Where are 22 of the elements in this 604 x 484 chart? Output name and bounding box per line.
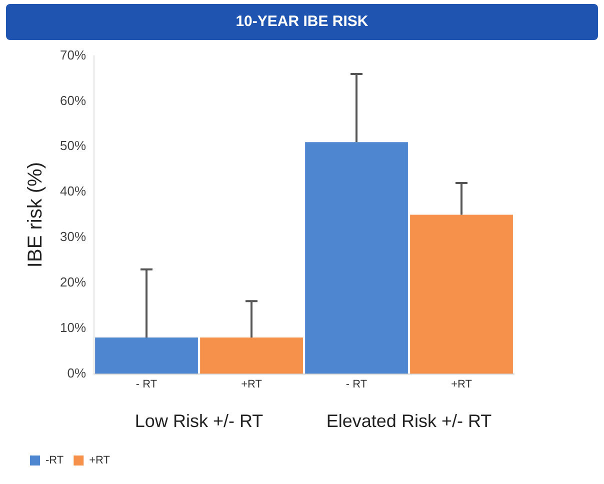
x-tick-label: - RT [136,378,158,390]
bar [305,142,408,374]
legend-label: +RT [89,454,110,467]
bar [200,337,303,374]
y-tick-label: 40% [60,184,86,199]
text: Elevated Risk +/- RT [326,410,492,431]
y-tick-label: 30% [60,229,86,244]
y-tick-label: 50% [60,138,86,154]
y-tick-label: 70% [60,47,86,62]
y-axis-title: IBE risk (%) [24,162,47,268]
x-tick-label: +RT [451,378,472,390]
y-tick-label: 60% [60,92,86,108]
chart-title: 10-YEAR IBE RISK [6,4,598,40]
bar [410,214,513,374]
bar [95,337,198,374]
x-tick-label: - RT [346,378,368,390]
x-tick-label: +RT [241,378,262,390]
y-tick-label: 10% [60,320,86,335]
text: Low Risk +/- RT [134,410,264,431]
y-tick-label: 0% [67,365,86,380]
legend-label: -RT [46,454,64,467]
y-tick-label: 20% [60,274,86,290]
